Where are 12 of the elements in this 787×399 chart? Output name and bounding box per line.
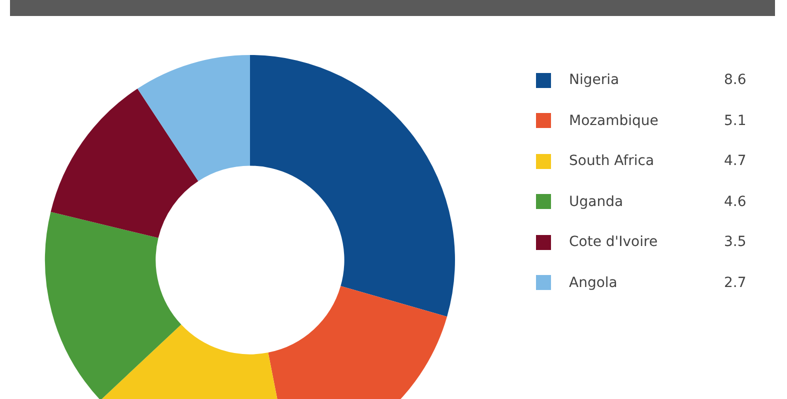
data-label: 3.5 [724,234,746,250]
data-label: 8.6 [724,72,746,88]
data-label: 5.1 [724,112,746,129]
legend-label: Cote d'Ivoire [569,234,659,250]
legend-label: Nigeria [569,72,620,88]
data-label: 4.6 [724,194,746,210]
legend-label: South Africa [569,153,656,170]
legend-label: Angola [569,274,618,291]
legend-label: Uganda [569,194,624,210]
legend-label: Mozambique [569,112,660,129]
data-label: 4.7 [724,153,746,170]
data-label: 2.7 [724,274,746,291]
